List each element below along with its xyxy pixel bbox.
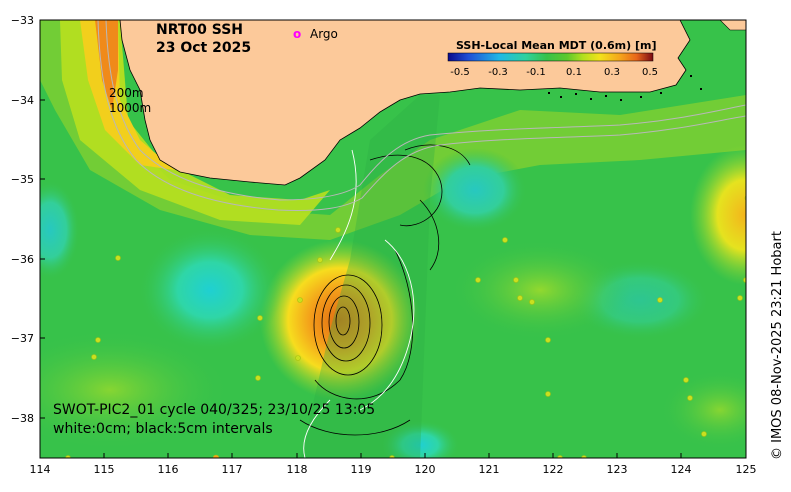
map-field (40, 20, 746, 458)
leeuwin-current-band (60, 20, 330, 225)
argo-legend-label: Argo (310, 27, 338, 41)
cold-eddy-west-edge (40, 180, 80, 280)
depth-label-1000m: 1000m (109, 101, 151, 115)
x-tick-label: 124 (671, 463, 692, 476)
x-tick-label: 116 (158, 463, 179, 476)
plot-frame (39, 19, 747, 459)
colorbar-tick-label: -0.3 (488, 67, 508, 78)
x-tick-label: 118 (287, 463, 308, 476)
x-tick-label: 125 (736, 463, 757, 476)
white-contours (303, 149, 415, 458)
warm-core-eddy (260, 240, 420, 400)
credit-label: © IMOS 08-Nov-2025 23:21 Hobart (770, 231, 785, 460)
isobaths (97, 20, 746, 211)
y-tick-label: −36 (11, 253, 34, 266)
colorbar-tick-label: 0.5 (642, 67, 658, 78)
y-tick-label: −38 (11, 412, 34, 425)
depth-label-200m: 200m (109, 86, 144, 100)
light-patch-mid (450, 240, 630, 340)
cold-core-eddy-north (423, 148, 527, 232)
y-tick-label: −35 (11, 173, 34, 186)
x-tick-label: 114 (30, 463, 51, 476)
x-tick-label: 122 (543, 463, 564, 476)
warm-patch-east (690, 145, 746, 285)
light-patch-sw (40, 330, 230, 450)
land-fragment-east (719, 20, 746, 31)
y-tick-label: −37 (11, 332, 34, 345)
colorbar-title: SSH-Local Mean MDT (0.6m) [m] (456, 39, 656, 52)
y-axis-labels: −33 −34 −35 −36 −37 −38 (11, 14, 34, 425)
coastal-islets (548, 75, 702, 101)
colorbar-tick-label: -0.1 (526, 67, 546, 78)
y-tick-label: −34 (11, 94, 34, 107)
colorbar: SSH-Local Mean MDT (0.6m) [m] -0.5 -0.3 … (447, 39, 658, 78)
x-tick-label: 119 (351, 463, 372, 476)
leeuwin-hot-core (95, 20, 118, 110)
x-axis-labels: 114 115 116 117 118 119 120 121 122 123 … (30, 463, 757, 476)
x-tick-label: 120 (415, 463, 436, 476)
map-title-product: NRT00 SSH (156, 22, 243, 38)
colorbar-gradient (447, 52, 654, 62)
map-title-date: 23 Oct 2025 (156, 40, 251, 56)
x-tick-label: 117 (222, 463, 243, 476)
cold-patch-south (380, 420, 460, 458)
colorbar-tick-label: 0.1 (566, 67, 582, 78)
colorbar-tick-label: -0.5 (450, 67, 470, 78)
colorbar-tick-label: 0.3 (604, 67, 620, 78)
black-contours (299, 144, 471, 436)
cold-core-eddy-west (138, 228, 282, 352)
swot-swath (300, 95, 440, 458)
x-tick-label: 115 (94, 463, 115, 476)
argo-legend-marker: o (293, 27, 301, 41)
axis-ticks (39, 19, 747, 458)
x-tick-label: 121 (479, 463, 500, 476)
x-tick-label: 123 (607, 463, 628, 476)
contour-legend-annotation: white:0cm; black:5cm intervals (53, 421, 273, 437)
y-tick-label: −33 (11, 14, 34, 27)
swot-pass-annotation: SWOT-PIC2_01 cycle 040/325; 23/10/25 13:… (53, 402, 375, 418)
light-patch-se (660, 370, 746, 450)
